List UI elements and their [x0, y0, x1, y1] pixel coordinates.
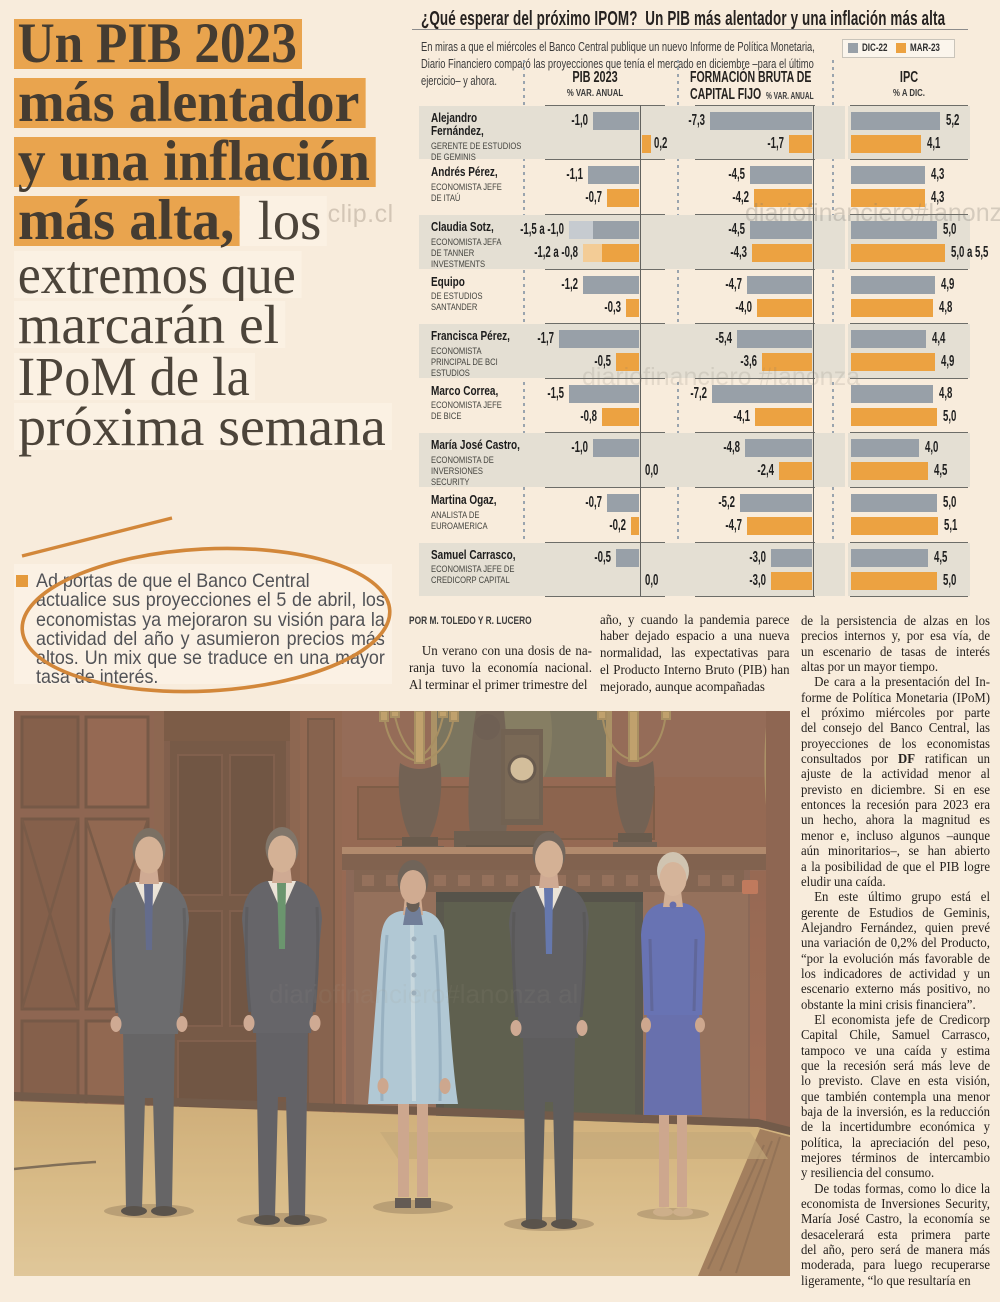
- svg-text:diariofinanciero#lanonza al: diariofinanciero#lanonza al: [269, 979, 578, 1009]
